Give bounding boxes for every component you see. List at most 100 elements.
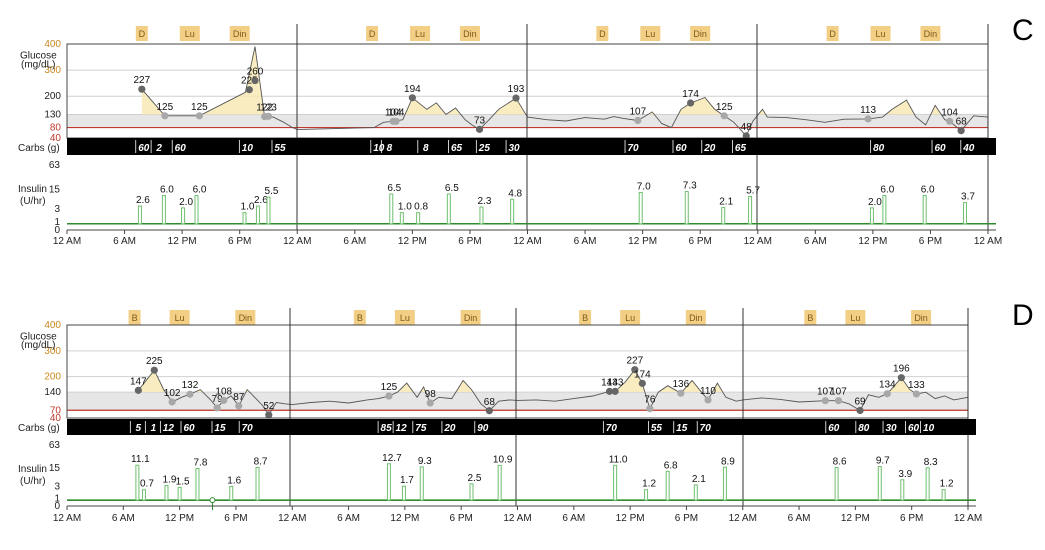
insulin-axis-units: (U/hr) [20,476,46,487]
time-axis-tick-label: 12 PM [165,513,194,524]
carbs-bar [67,419,976,435]
meal-badge-label: D [829,29,836,39]
meal-badge [690,26,711,41]
meal-badge-label: Lu [876,29,886,39]
bolus-value-label: 1.7 [400,475,414,486]
glucose-reading-label: 133 [908,380,925,391]
bolus-value-label: 2.3 [477,196,491,207]
glucose-reading-point [392,117,400,125]
bolus-bar [419,466,424,501]
carb-value-label: 55 [651,423,663,434]
carb-value-label: 8 [387,143,393,154]
bolus-value-label: 2.0 [179,197,193,208]
glucose-reading-label: 193 [508,84,525,95]
bolus-bar [135,464,140,501]
glucose-reading-point [856,406,864,415]
glucose-reading-label: 143 [601,377,618,388]
carb-value-label: 60 [138,143,150,154]
carb-value-label: 60 [908,423,920,434]
meal-badge-label: Lu [625,313,635,323]
time-axis-tick-label: 12 PM [390,513,419,524]
insulin-axis-units: (U/hr) [20,196,46,207]
carb-value-label: 60 [675,143,687,154]
glucose-reading-point [631,366,639,374]
glucose-reading-point [235,402,243,410]
bolus-bar [164,485,169,501]
carb-value-label: 2 [155,143,162,154]
glucose-tick-label: 40 [50,413,62,424]
bolus-value-label: 6.5 [387,183,401,194]
glucose-axis-label: Glucose [20,50,57,61]
meal-badge-label: Din [914,313,928,323]
bolus-value-label: 11.0 [609,454,628,465]
bolus-value-label: 1.0 [398,202,412,213]
bolus-bar [941,489,946,501]
bolus-value-label: 6.0 [193,185,207,196]
glucose-reading-point [168,398,176,406]
carb-value-label: 60 [934,143,946,154]
meal-badge-label: Lu [185,29,195,39]
glucose-high-fill [141,46,988,115]
carbs-bar [67,138,996,155]
meal-badge-label: Lu [850,313,860,323]
time-axis-tick-label: 12 AM [513,236,541,247]
bolus-bar [389,193,394,225]
meal-badge-label: B [582,313,588,323]
glucose-reading-label: 227 [133,75,150,86]
carb-value-label: 80 [873,143,885,154]
glucose-reading-point [821,397,829,405]
glucose-reading-label: 174 [682,89,699,100]
bolus-bar [177,486,182,501]
time-axis-tick-label: 6 AM [562,513,585,524]
carb-value-label: 70 [700,423,712,434]
bolus-bar [242,212,247,225]
bolus-bar [255,466,260,501]
glucose-reading-point [134,386,142,394]
insulin-tick-label: 63 [49,160,61,171]
insulin-tick-label: 15 [49,463,61,474]
glucose-reading-label: 76 [644,395,656,406]
meal-badge [640,26,661,41]
bolus-bar [721,207,726,225]
glucose-reading-point [265,411,273,419]
bolus-value-label: 8.9 [721,456,735,467]
bolus-value-label: 8.3 [924,457,938,468]
meal-badge [128,310,141,325]
bolus-value-label: 1.9 [163,475,177,486]
bolus-value-label: 5.5 [265,186,279,197]
bolus-bar [195,467,200,501]
bolus-bar [510,198,515,225]
insulin-tick-label: 0 [54,225,60,236]
glucose-reading-point [946,117,954,125]
bolus-value-label: 6.0 [160,185,174,196]
bolus-bar [882,195,887,225]
glucose-reading-label: 113 [860,105,876,116]
carb-value-label: 85 [381,423,393,434]
time-axis-tick-label: 6 PM [458,236,481,247]
meal-badge [870,26,891,41]
glucose-reading-point [638,379,646,387]
carb-value-label: 60 [828,423,840,434]
bolus-bar [748,195,753,225]
time-axis-tick-label: 6 PM [919,236,942,247]
bolus-bar [181,207,186,225]
carb-value-label: 65 [735,143,747,154]
glucose-reading-label: 102 [164,388,181,399]
glucose-reading-label: 227 [626,356,643,367]
time-axis-tick-label: 12 AM [53,513,81,524]
bolus-bar [925,467,930,501]
bolus-value-label: 2.6 [136,195,150,206]
time-axis-tick-label: 12 AM [954,513,982,524]
meal-badge-label: B [357,313,363,323]
carb-value-label: 15 [214,423,226,434]
meal-badge-label: Din [689,313,703,323]
glucose-reading-label: 104 [941,107,958,118]
bolus-value-label: 11.1 [131,454,150,465]
meal-badge [826,26,839,41]
time-axis-tick-label: 6 AM [337,513,360,524]
carb-value-label: 55 [274,143,286,154]
meal-badge [394,310,415,325]
glucose-tick-label: 70 [50,405,62,416]
meal-badge-label: Lu [415,29,425,39]
